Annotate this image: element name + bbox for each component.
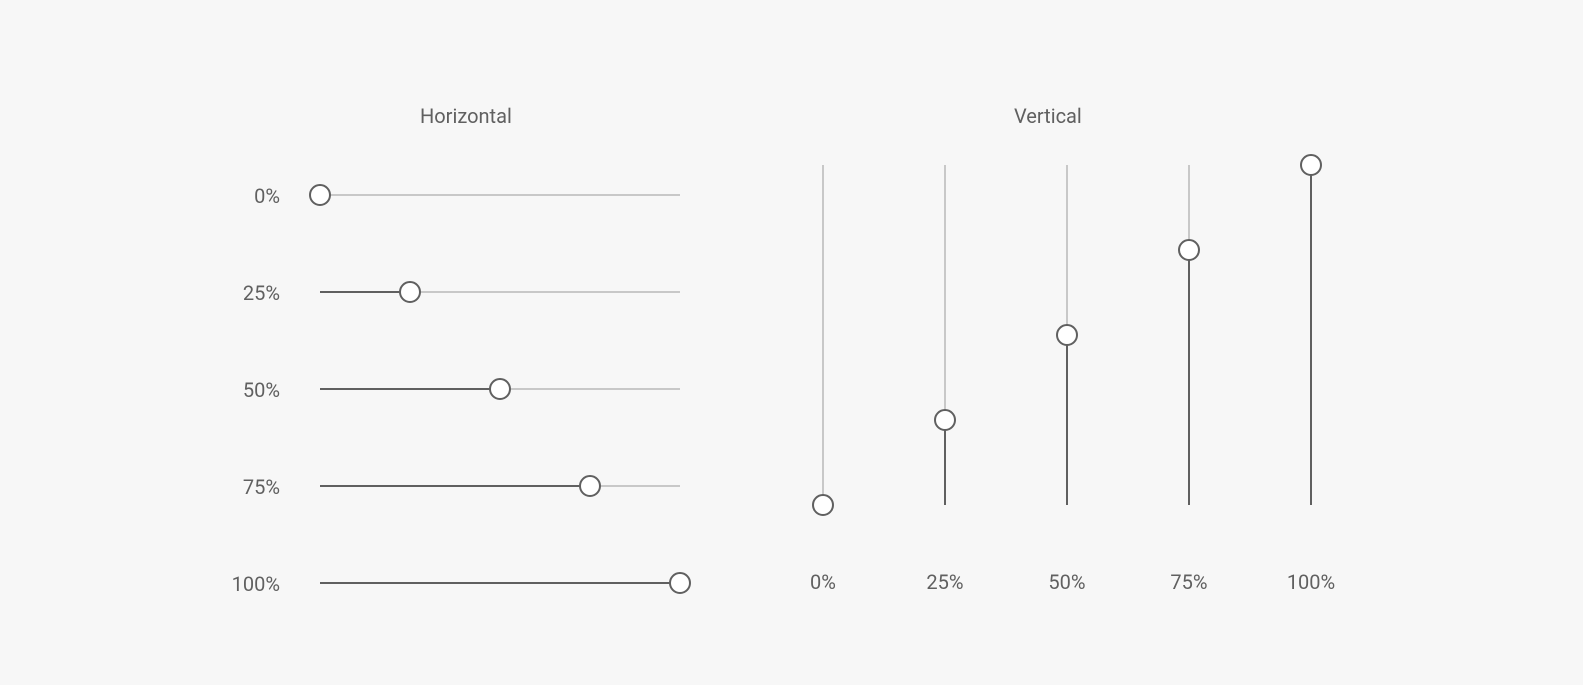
h-slider-thumb[interactable] [669,572,691,594]
v-slider-track-fill [944,420,946,505]
v-slider-track-fill [1066,335,1068,505]
v-slider-track-empty [1188,165,1190,250]
v-slider-thumb[interactable] [1056,324,1078,346]
h-slider-thumb[interactable] [399,281,421,303]
h-slider-track-empty [320,194,680,196]
h-slider-label-3: 75% [200,475,280,499]
v-slider-track-fill [1188,250,1190,505]
h-slider-track-empty [410,291,680,293]
v-slider-label-0: 0% [783,570,863,594]
v-slider-2[interactable] [1056,165,1078,505]
h-slider-track-empty [500,388,680,390]
h-slider-track-fill [320,582,680,584]
h-slider-track-empty [590,485,680,487]
v-slider-0[interactable] [812,165,834,505]
h-slider-thumb[interactable] [489,378,511,400]
v-slider-track-empty [1066,165,1068,335]
v-slider-label-3: 75% [1149,570,1229,594]
v-slider-label-2: 50% [1027,570,1107,594]
v-slider-label-1: 25% [905,570,985,594]
h-slider-1[interactable] [320,281,680,303]
v-slider-track-empty [944,165,946,420]
h-slider-thumb[interactable] [579,475,601,497]
v-slider-1[interactable] [934,165,956,505]
h-slider-track-fill [320,388,500,390]
v-slider-label-4: 100% [1271,570,1351,594]
v-slider-thumb[interactable] [1300,154,1322,176]
h-slider-3[interactable] [320,475,680,497]
h-slider-track-fill [320,485,590,487]
v-slider-thumb[interactable] [1178,239,1200,261]
v-slider-thumb[interactable] [812,494,834,516]
h-slider-4[interactable] [320,572,680,594]
v-slider-3[interactable] [1178,165,1200,505]
v-slider-track-empty [822,165,824,505]
horizontal-section-title: Horizontal [420,104,512,128]
canvas: Horizontal Vertical 0% 25% 50% 75% 100% … [0,0,1583,685]
v-slider-thumb[interactable] [934,409,956,431]
v-slider-4[interactable] [1300,165,1322,505]
h-slider-2[interactable] [320,378,680,400]
h-slider-0[interactable] [320,184,680,206]
h-slider-label-0: 0% [200,184,280,208]
h-slider-label-2: 50% [200,378,280,402]
h-slider-track-fill [320,291,410,293]
vertical-section-title: Vertical [1014,104,1082,128]
h-slider-thumb[interactable] [309,184,331,206]
h-slider-label-1: 25% [200,281,280,305]
v-slider-track-fill [1310,165,1312,505]
h-slider-label-4: 100% [200,572,280,596]
